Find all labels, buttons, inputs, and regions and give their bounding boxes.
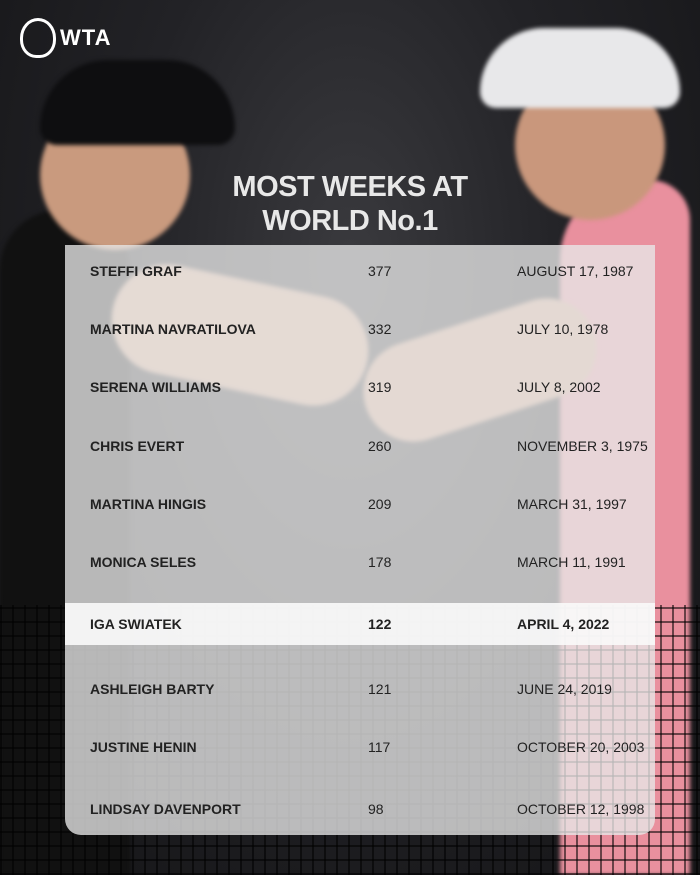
table-row: JUSTINE HENIN 117 OCTOBER 20, 2003 [65,727,655,767]
weeks-count: 122 [368,616,392,632]
first-date: NOVEMBER 3, 1975 [517,438,648,454]
first-date: APRIL 4, 2022 [517,616,610,632]
first-date: JULY 8, 2002 [517,379,601,395]
wta-logo: WTA [20,18,111,58]
player-left-cap [40,60,235,145]
table-row: IGA SWIATEK 122 APRIL 4, 2022 [65,603,655,645]
table-row: MARTINA HINGIS 209 MARCH 31, 1997 [65,484,655,524]
weeks-count: 332 [368,321,392,337]
weeks-count: 209 [368,496,392,512]
weeks-count: 260 [368,438,392,454]
weeks-count: 98 [368,801,384,817]
table-row: STEFFI GRAF 377 AUGUST 17, 1987 [65,251,655,291]
first-date: MARCH 11, 1991 [517,554,626,570]
table-row: CHRIS EVERT 260 NOVEMBER 3, 1975 [65,426,655,466]
table-row: MONICA SELES 178 MARCH 11, 1991 [65,542,655,582]
player-name: CHRIS EVERT [90,438,185,454]
player-name: MARTINA NAVRATILOVA [90,321,256,337]
weeks-count: 319 [368,379,392,395]
player-name: MARTINA HINGIS [90,496,207,512]
table-row: MARTINA NAVRATILOVA 332 JULY 10, 1978 [65,309,655,349]
first-date: AUGUST 17, 1987 [517,263,634,279]
weeks-count: 121 [368,681,392,697]
table-row: ASHLEIGH BARTY 121 JUNE 24, 2019 [65,669,655,709]
table-row: LINDSAY DAVENPORT 98 OCTOBER 12, 1998 [65,789,655,829]
first-date: OCTOBER 12, 1998 [517,801,645,817]
player-name: STEFFI GRAF [90,263,182,279]
player-name: ASHLEIGH BARTY [90,681,215,697]
weeks-count: 178 [368,554,392,570]
player-name: MONICA SELES [90,554,197,570]
player-name: LINDSAY DAVENPORT [90,801,241,817]
player-name: IGA SWIATEK [90,616,182,632]
table-row: SERENA WILLIAMS 319 JULY 8, 2002 [65,367,655,407]
player-name: JUSTINE HENIN [90,739,197,755]
rankings-table: STEFFI GRAF 377 AUGUST 17, 1987 MARTINA NAV… [65,245,655,835]
player-name: SERENA WILLIAMS [90,379,221,395]
first-date: OCTOBER 20, 2003 [517,739,645,755]
first-date: JUNE 24, 2019 [517,681,612,697]
weeks-count: 377 [368,263,392,279]
first-date: JULY 10, 1978 [517,321,609,337]
title-line-2: WORLD No.1 [262,205,438,237]
page-title: MOST WEEKS AT WORLD No.1 [0,170,700,238]
title-line-1: MOST WEEKS AT [232,171,468,203]
wta-logo-text: WTA [60,25,112,50]
weeks-count: 117 [368,739,391,755]
wta-logo-icon [20,18,56,58]
player-right-cap [480,28,680,108]
first-date: MARCH 31, 1997 [517,496,627,512]
